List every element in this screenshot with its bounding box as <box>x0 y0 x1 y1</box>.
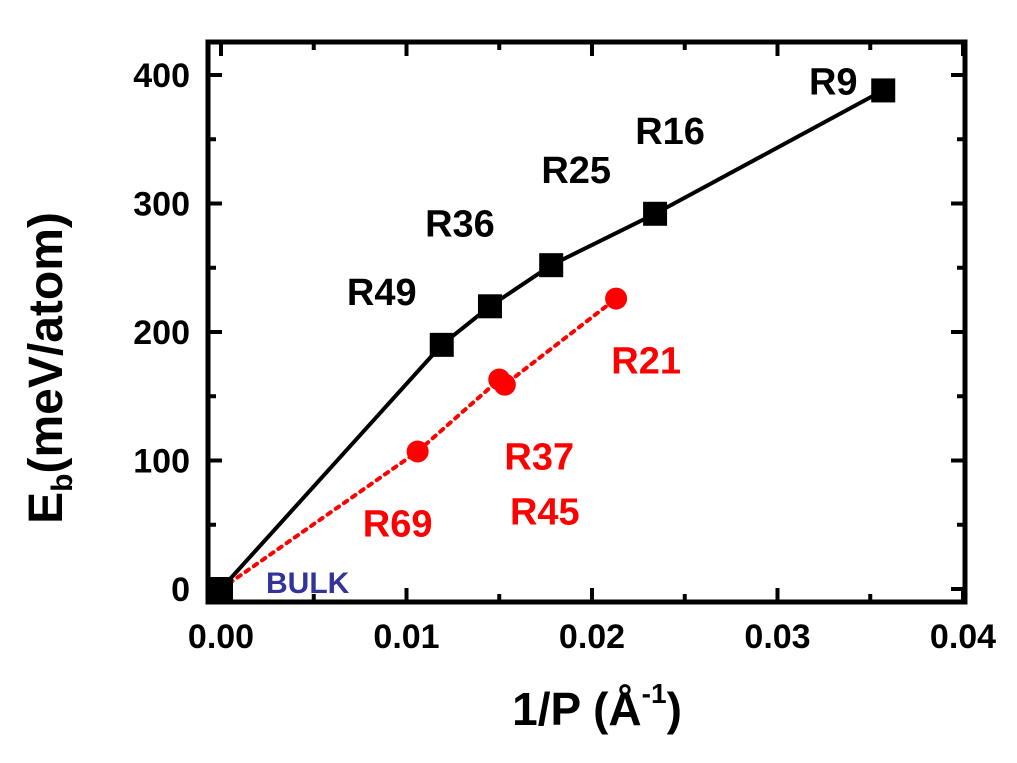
data-point-circle <box>493 373 516 396</box>
data-point-circle <box>406 440 429 463</box>
point-label-r45: R45 <box>510 492 580 534</box>
x-tick-label: 0.04 <box>930 618 996 656</box>
plot-frame <box>205 39 968 605</box>
point-label-r21: R21 <box>611 341 681 383</box>
data-point-square <box>871 78 896 103</box>
x-axis-title: 1/P (Å-1) <box>512 678 682 735</box>
x-tick-label: 0.03 <box>744 618 810 656</box>
point-label-r37: R37 <box>504 437 574 479</box>
data-point-circle <box>605 287 628 310</box>
y-axis-title: Eb(meV/atom) <box>20 212 79 524</box>
point-label-r9: R9 <box>809 61 858 103</box>
axis-ticks: 0.00 0.01 0.02 0.03 0.04 0 100 200 300 400 <box>133 42 996 656</box>
point-label-r16: R16 <box>635 111 705 153</box>
data-point-square <box>209 577 233 601</box>
data-point-square <box>429 332 454 357</box>
y-tick-label: 300 <box>133 186 190 224</box>
data-point-square <box>477 294 502 319</box>
y-tick-label: 0 <box>171 571 190 609</box>
data-point-square <box>539 253 564 278</box>
x-tick-label: 0.02 <box>559 618 625 656</box>
y-tick-label: 100 <box>133 443 190 481</box>
y-tick-label: 400 <box>133 57 190 95</box>
y-tick-label: 200 <box>133 314 190 352</box>
bulk-label: BULK <box>266 567 350 600</box>
x-tick-label: 0.01 <box>373 618 439 656</box>
x-tick-label: 0.00 <box>188 618 254 656</box>
point-label-r69: R69 <box>363 504 433 546</box>
point-label-r36: R36 <box>425 203 495 245</box>
data-series <box>209 78 896 601</box>
point-label-r25: R25 <box>541 150 611 192</box>
series-line-0 <box>219 88 885 591</box>
point-label-r49: R49 <box>347 272 417 314</box>
data-point-square <box>643 201 668 226</box>
